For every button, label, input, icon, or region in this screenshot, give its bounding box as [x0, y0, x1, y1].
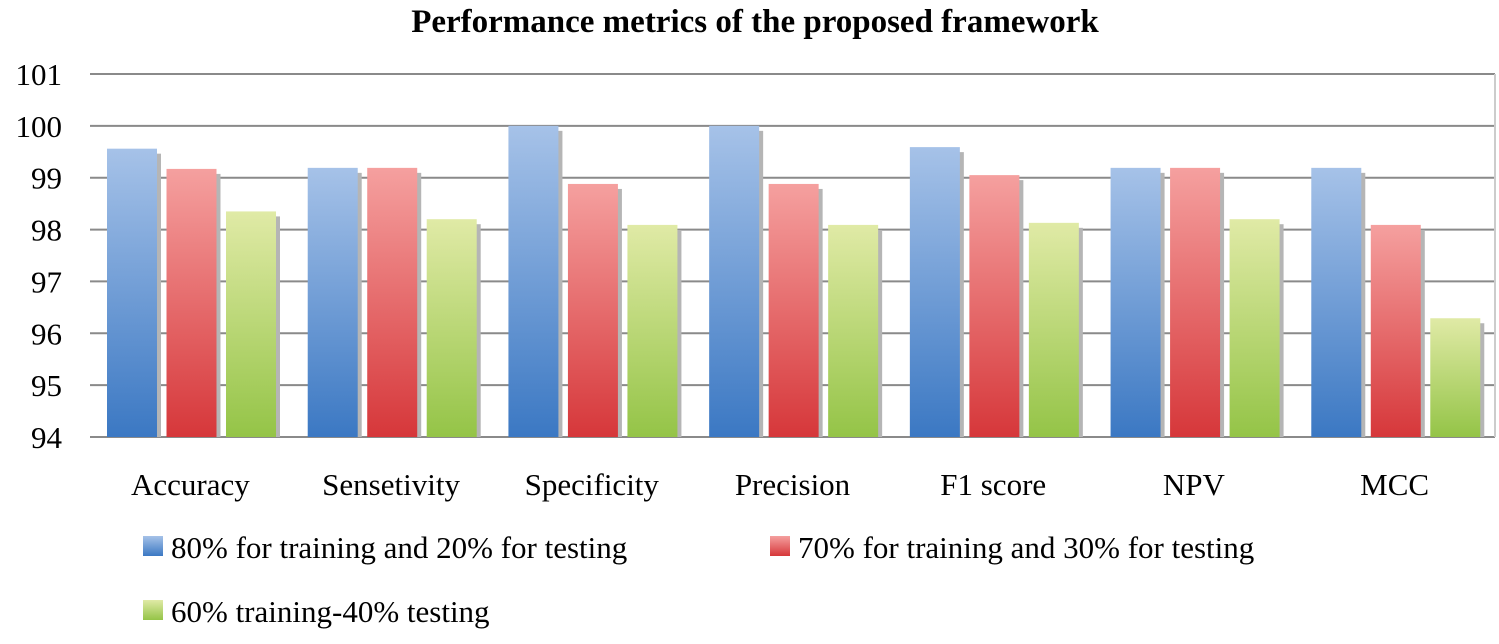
bar-precision-series-1: [709, 125, 760, 437]
bar-accuracy-series-1: [107, 148, 157, 437]
x-tick-label: MCC: [1360, 467, 1429, 502]
y-tick-label: 97: [31, 264, 62, 299]
y-tick-label: 98: [31, 213, 62, 248]
bar-precision-series-2: [768, 183, 819, 437]
bar-mcc-series-1: [1311, 167, 1362, 437]
bar-specificity-series-3: [627, 224, 678, 437]
y-tick-label: 96: [31, 316, 62, 351]
y-tick-label: 101: [16, 57, 63, 92]
bar-sensetivity-series-2: [367, 167, 418, 437]
legend-label: 80% for training and 20% for testing: [171, 530, 627, 565]
bar-f1-score-series-3: [1028, 222, 1079, 437]
bar-npv-series-2: [1170, 167, 1221, 437]
y-tick-label: 99: [31, 161, 62, 196]
legend-label: 60% training-40% testing: [171, 594, 490, 629]
x-tick-label: F1 score: [940, 467, 1046, 502]
y-tick-label: 94: [31, 420, 63, 455]
bar-f1-score-series-1: [909, 147, 960, 437]
bar-precision-series-3: [828, 224, 879, 437]
bar-mcc-series-3: [1430, 318, 1481, 437]
legend-swatch: [770, 536, 790, 556]
y-tick-label: 100: [16, 109, 63, 144]
bar-f1-score-series-2: [969, 175, 1020, 437]
bar-mcc-series-2: [1370, 224, 1421, 437]
bar-specificity-series-1: [508, 125, 559, 437]
legend-label: 70% for training and 30% for testing: [798, 530, 1254, 565]
x-tick-label: Specificity: [525, 467, 660, 502]
x-tick-label: NPV: [1163, 467, 1226, 502]
y-tick-label: 95: [31, 368, 62, 403]
bar-sensetivity-series-1: [307, 167, 358, 437]
bar-specificity-series-2: [567, 183, 618, 437]
bar-accuracy-series-3: [226, 211, 276, 437]
x-tick-label: Accuracy: [131, 467, 250, 502]
chart-title: Performance metrics of the proposed fram…: [411, 4, 1099, 40]
bar-npv-series-1: [1110, 167, 1161, 437]
bar-accuracy-series-2: [166, 168, 217, 438]
x-tick-label: Sensetivity: [322, 467, 460, 502]
legend: 80% for training and 20% for testing 70% …: [143, 530, 1254, 629]
legend-swatch: [143, 600, 163, 620]
bar-sensetivity-series-3: [426, 219, 477, 437]
bar-npv-series-3: [1229, 219, 1280, 437]
legend-swatch: [143, 536, 163, 556]
x-tick-label: Precision: [735, 467, 851, 502]
